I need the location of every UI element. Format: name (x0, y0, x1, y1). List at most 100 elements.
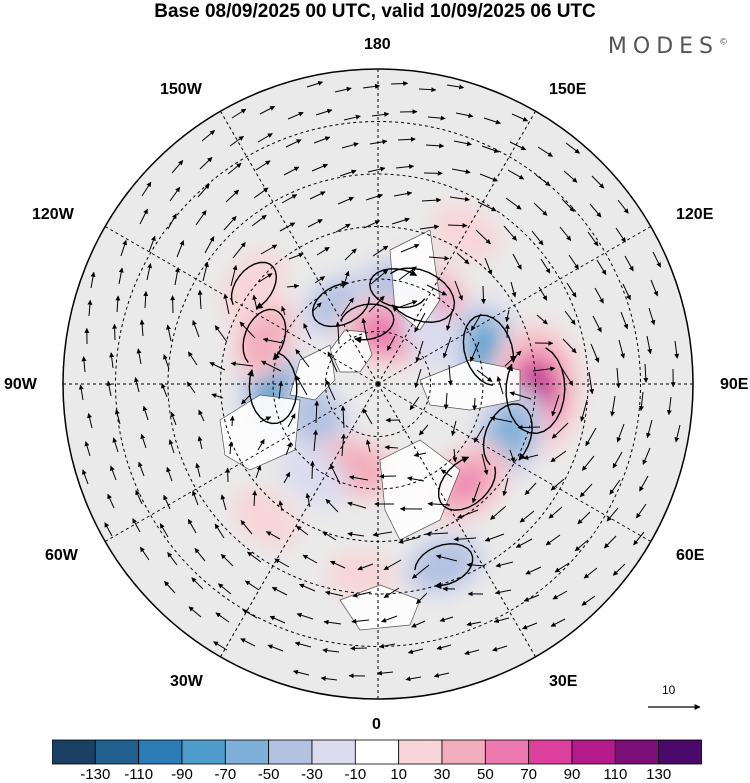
wind-vector (334, 86, 352, 93)
colorbar-swatch (268, 739, 313, 765)
streamline (462, 314, 517, 387)
wind-vector (223, 293, 230, 315)
wind-vector (504, 323, 510, 339)
graticule (63, 69, 693, 699)
wind-vector (646, 335, 653, 355)
wind-vector (87, 299, 93, 317)
colorbar-swatch (138, 739, 183, 765)
wind-vector (509, 141, 527, 151)
wind-vector (337, 196, 354, 205)
wind-vector (617, 199, 629, 214)
lon-label-120e: 120E (676, 206, 714, 223)
wind-vector (604, 535, 617, 549)
wind-vector (522, 622, 538, 630)
wind-vector (324, 590, 344, 597)
wind-vector (477, 201, 497, 212)
wind-vector (257, 133, 273, 143)
streamline (482, 403, 533, 466)
wind-vector (552, 590, 568, 600)
wind-vector (112, 437, 119, 453)
wind-vector (347, 501, 367, 509)
mediterranean-coast (339, 584, 421, 631)
lon-label-180: 180 (364, 36, 391, 53)
wind-vector (372, 531, 393, 537)
wind-vector (476, 369, 493, 382)
streamline (340, 303, 395, 344)
reference-vector-label: 10 (662, 683, 676, 697)
wind-vector (348, 475, 369, 481)
wind-vector (340, 297, 354, 317)
wind-vector (287, 413, 296, 428)
wind-vector (566, 282, 577, 298)
wind-vector (192, 319, 200, 338)
wind-vector (362, 83, 380, 89)
wind-vector (512, 253, 522, 270)
colorbar-swatch (224, 739, 270, 765)
wind-vector (225, 189, 240, 203)
wind-vector (390, 81, 409, 87)
colorbar-swatch (94, 739, 140, 765)
wind-vector (418, 424, 429, 436)
wind-vector (240, 638, 256, 647)
wind-vector (395, 164, 415, 170)
wind-vector (433, 672, 450, 678)
wind-vector (230, 264, 238, 287)
wind-vector (167, 552, 178, 566)
map-title: Base 08/09/2025 00 UTC, valid 10/09/2025… (154, 1, 596, 22)
wind-vector (312, 302, 322, 312)
streamline (242, 308, 287, 363)
wind-vector (271, 586, 288, 596)
wind-vector (535, 174, 551, 187)
wind-vector (187, 351, 198, 366)
streamline (414, 543, 474, 590)
wind-vector (551, 394, 560, 417)
wind-vector (372, 245, 389, 257)
wind-vector (367, 166, 386, 173)
wind-vector (313, 136, 331, 144)
wind-vector (639, 475, 649, 492)
wind-vector (615, 367, 621, 389)
wind-vector (260, 360, 282, 372)
wind-vector (104, 522, 113, 537)
wind-vector (288, 252, 304, 260)
wind-vector (211, 393, 224, 399)
wind-vector (283, 471, 291, 484)
wind-vector (540, 258, 551, 274)
wind-vector (169, 186, 181, 202)
wind-vector (405, 676, 422, 682)
wind-vector (533, 202, 548, 216)
wind-vector (84, 441, 91, 457)
wind-vector (494, 589, 512, 595)
wind-vector (609, 479, 621, 495)
wind-vector (320, 676, 338, 682)
wind-vector (562, 338, 577, 354)
wind-vector (427, 501, 451, 507)
wind-vector (615, 227, 626, 243)
colorbar-tick-label: 70 (520, 766, 537, 783)
wind-vector (480, 285, 486, 305)
wind-vector (454, 280, 463, 301)
wind-vector (228, 441, 234, 455)
wind-vector (502, 477, 509, 497)
wind-vector (281, 194, 298, 204)
modes-logo: MODES© (608, 34, 728, 59)
meridian-line (104, 383, 379, 542)
wind-vector (295, 375, 308, 396)
wind-vector (383, 587, 400, 599)
meridian-line (377, 110, 536, 385)
wind-vector (81, 356, 87, 373)
wind-vector (244, 580, 260, 591)
wind-vector (174, 267, 180, 286)
wind-vector (220, 553, 234, 567)
lon-label-90w: 90W (4, 376, 37, 393)
lon-label-150e: 150E (549, 81, 587, 98)
wind-vector (266, 531, 281, 540)
wind-vector (633, 531, 645, 546)
canadian-archipelago (289, 344, 336, 401)
wind-vector (624, 255, 634, 272)
wind-vector (327, 351, 338, 373)
wind-vector (470, 341, 480, 362)
wind-vector (397, 136, 416, 142)
colorbar-swatch (441, 739, 486, 765)
wind-vector (134, 377, 140, 393)
